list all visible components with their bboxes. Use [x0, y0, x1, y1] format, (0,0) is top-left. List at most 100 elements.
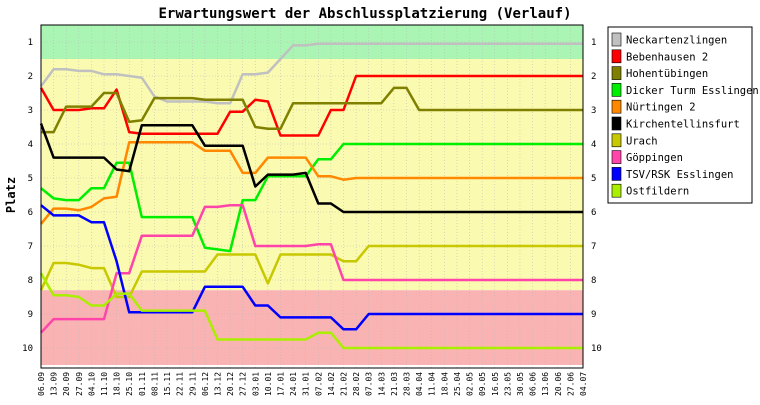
y-tick-label: 9 [28, 310, 33, 320]
y-tick-label: 7 [591, 242, 596, 252]
y-tick-label: 9 [591, 310, 596, 320]
x-tick-label: 11.10 [100, 372, 109, 396]
x-tick-label: 13.12 [213, 372, 222, 396]
y-tick-labels-right: 1 2 3 4 5 6 7 8 9 10 [591, 38, 602, 354]
legend-label: TSV/RSK Esslingen [626, 169, 733, 181]
x-tick-label: 31.01 [302, 372, 311, 396]
y-tick-label: 8 [28, 276, 33, 286]
x-tick-label: 18.10 [113, 372, 122, 396]
series-line-neckartenzlingen [39, 42, 583, 105]
y-tick-label: 10 [22, 344, 33, 354]
x-tick-label: 28.02 [352, 372, 361, 396]
x-tick-label: 09.05 [478, 372, 487, 396]
y-tick-label: 2 [591, 72, 596, 82]
x-tick-label: 13.06 [541, 372, 550, 396]
x-tick-label: 28.03 [403, 372, 412, 396]
legend-swatch [611, 99, 622, 114]
chart-title: Erwartungswert der Abschlussplatzierung … [158, 6, 571, 22]
x-tick-label: 21.02 [340, 372, 349, 396]
x-tick-label: 08.11 [150, 372, 159, 396]
series-line-ostfildern [39, 272, 583, 350]
x-tick-label: 06.09 [37, 372, 46, 396]
y-axis-label: Platz [4, 177, 18, 213]
y-tick-labels-left: 1 2 3 4 5 6 7 8 9 10 [22, 38, 33, 354]
x-tick-label: 04.10 [87, 372, 96, 396]
x-tick-label: 03.01 [251, 372, 260, 396]
x-tick-label: 15.11 [163, 372, 172, 396]
legend-label: Hohentübingen [626, 68, 708, 80]
x-tick-label: 22.11 [176, 372, 185, 396]
y-tick-label: 6 [591, 208, 596, 218]
legend: Neckartenzlingen Bebenhausen 2 Hohentübing… [607, 26, 759, 204]
x-tick-label: 04.07 [579, 372, 588, 396]
x-tick-label: 02.05 [466, 372, 475, 396]
y-tick-label: 1 [28, 38, 33, 48]
legend-swatch [611, 116, 622, 131]
legend-frame [607, 26, 753, 204]
zone-bottom [41, 290, 583, 365]
y-tick-label: 5 [28, 174, 33, 184]
x-tick-label: 25.04 [453, 372, 462, 396]
x-tick-label: 20.12 [226, 372, 235, 396]
x-tick-label: 07.03 [365, 372, 374, 396]
x-tick-label: 01.11 [138, 372, 147, 396]
legend-label: Urach [626, 135, 658, 147]
series-line-n-rtingen-2 [40, 141, 583, 225]
y-tick-label: 3 [591, 106, 596, 116]
x-tick-label: 17.01 [276, 372, 285, 396]
x-tick-label: 23.05 [503, 372, 512, 396]
legend-label: Kirchentellinsfurt [626, 119, 740, 131]
legend-swatch [611, 83, 622, 97]
x-tick-label: 21.03 [390, 372, 399, 396]
y-tick-label: 8 [591, 276, 596, 286]
y-tick-label: 4 [28, 140, 33, 150]
legend-swatch [611, 66, 622, 80]
y-tick-label: 10 [591, 344, 602, 354]
x-tick-label: 14.02 [327, 372, 336, 396]
x-tick-label: 30.05 [516, 372, 525, 396]
legend-label: Göppingen [626, 152, 683, 164]
y-tick-label: 1 [591, 38, 596, 48]
legend-label: Bebenhausen 2 [626, 51, 708, 63]
x-tick-label: 11.04 [428, 372, 437, 396]
y-tick-label: 5 [591, 174, 596, 184]
y-tick-label: 3 [28, 106, 33, 116]
legend-swatch [611, 32, 622, 47]
x-tick-label: 29.11 [188, 372, 197, 396]
legend-swatch [611, 183, 622, 198]
x-tick-label: 27.09 [75, 372, 84, 396]
legend-label: Nürtingen 2 [626, 102, 696, 114]
x-tick-label: 24.01 [289, 372, 298, 396]
series-line-hohent-bingen [41, 86, 583, 134]
legend-swatch [611, 133, 622, 148]
series-line-g-ppingen [40, 203, 583, 334]
x-tick-label: 04.04 [415, 372, 424, 396]
x-tick-label: 16.05 [491, 372, 500, 396]
series-line-bebenhausen-2 [39, 74, 583, 137]
x-tick-label: 20.06 [554, 372, 563, 396]
legend-swatch [611, 49, 622, 64]
y-tick-label: 4 [591, 140, 596, 150]
series-lines [39, 42, 583, 350]
x-tick-label: 27.06 [566, 372, 575, 396]
x-tick-label: 27.12 [239, 372, 248, 396]
legend-swatch [611, 167, 622, 181]
x-tick-label: 06.06 [529, 372, 538, 396]
x-tick-label: 20.09 [62, 372, 71, 396]
series-line-tsv-rsk-esslingen [40, 204, 583, 331]
series-line-urach [39, 244, 583, 299]
x-tick-label: 07.02 [314, 372, 323, 396]
plot-frame [40, 24, 584, 369]
y-tick-label: 2 [28, 72, 33, 82]
x-tick-label: 14.03 [377, 372, 386, 396]
x-tick-label: 10.01 [264, 372, 273, 396]
x-tick-label: 25.10 [125, 372, 134, 396]
y-tick-label: 7 [28, 242, 33, 252]
series-line-kirchentellinsfurt [39, 123, 583, 214]
legend-label: Neckartenzlingen [626, 35, 727, 47]
x-tick-label: 18.04 [440, 372, 449, 396]
y-tick-label: 6 [28, 208, 33, 218]
x-tick-labels: 06.09 13.09 20.09 27.09 04.10 11.10 18.10 25.10… [37, 372, 588, 396]
